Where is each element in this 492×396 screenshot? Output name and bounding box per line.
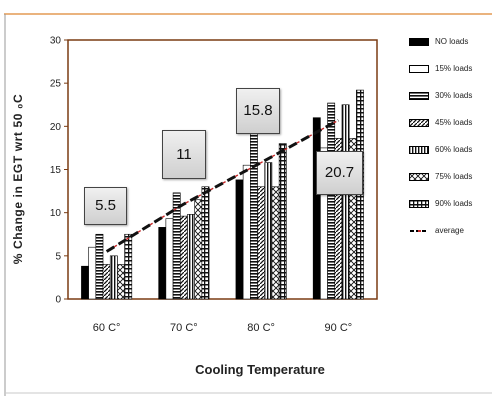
bar-90-loads-2: [278, 143, 287, 300]
y-tick-label: 15: [50, 165, 62, 176]
legend-swatch: [409, 92, 429, 100]
y-tick-label: 0: [55, 295, 61, 306]
avg-callout-80: 15.8: [236, 88, 280, 134]
legend-label: 15% loads: [435, 64, 473, 73]
bar-15-loads-1: [165, 218, 174, 300]
bar-60-loads-3: [341, 104, 350, 300]
y-tick-label: 25: [50, 79, 62, 90]
x-tick-label: 60 C°: [93, 322, 121, 334]
bar-45-loads-1: [179, 215, 188, 300]
bar-30-loads-1: [172, 192, 181, 300]
avg-callout-70: 11: [162, 130, 206, 179]
legend-swatch: [410, 230, 428, 232]
legend-swatch: [409, 38, 429, 46]
legend-item-75-loads: 75% loads: [409, 171, 489, 198]
axis-layer: 0 5 10 15 20 25 30 60 C° 70 C° 80 C° 90 C°: [50, 36, 352, 335]
legend-item-45-loads: 45% loads: [409, 117, 489, 144]
legend-item-90-loads: 90% loads: [409, 198, 489, 225]
bar-no-loads-2: [235, 179, 244, 300]
bar-no-loads-3: [312, 117, 321, 300]
bar-no-loads-1: [158, 227, 167, 300]
y-axis-title: % Change in EGT wrt 50 ₀C: [11, 93, 25, 265]
bar-30-loads-2: [250, 130, 258, 300]
legend-swatch: [409, 119, 429, 127]
x-tick-label: 80 C°: [247, 322, 275, 334]
legend: NO loads 15% loads 30% loads 45% loads 6…: [409, 36, 489, 252]
bar-no-loads-0: [81, 265, 89, 300]
y-tick-label: 10: [50, 208, 62, 219]
bar-45-loads-0: [102, 264, 111, 300]
legend-swatch: [409, 200, 429, 208]
x-axis-title: Cooling Temperature: [195, 362, 325, 377]
bar-60-loads-0: [109, 255, 118, 300]
bar-15-loads-2: [242, 164, 251, 300]
bar-75-loads-0: [117, 264, 125, 300]
legend-item-average: average: [409, 225, 489, 252]
legend-item-15-loads: 15% loads: [409, 63, 489, 90]
y-tick-label: 30: [50, 36, 62, 47]
legend-label: 60% loads: [435, 145, 473, 154]
bar-60-loads-2: [264, 162, 273, 300]
y-tick-label: 5: [55, 251, 61, 262]
legend-item-60-loads: 60% loads: [409, 144, 489, 171]
legend-label: average: [435, 226, 464, 235]
avg-callout-90: 20.7: [316, 151, 363, 195]
bar-90-loads-1: [201, 186, 210, 300]
bar-15-loads-0: [88, 246, 97, 300]
y-tick-label: 20: [50, 122, 62, 133]
x-tick-label: 90 C°: [325, 322, 353, 334]
legend-swatch: [409, 173, 429, 181]
x-tick-label: 70 C°: [170, 322, 198, 334]
avg-callout-60: 5.5: [84, 187, 127, 225]
legend-label: 90% loads: [435, 199, 473, 208]
bar-60-loads-1: [187, 214, 195, 300]
legend-item-no-loads: NO loads: [409, 36, 489, 63]
legend-label: 30% loads: [435, 91, 473, 100]
bar-90-loads-0: [124, 233, 133, 300]
bar-30-loads-3: [327, 102, 336, 300]
legend-label: 75% loads: [435, 172, 473, 181]
bar-45-loads-2: [257, 186, 266, 300]
average-layer: [105, 118, 340, 253]
bar-75-loads-1: [194, 199, 203, 300]
legend-swatch: [409, 65, 429, 73]
legend-label: 45% loads: [435, 118, 473, 127]
average-line: [105, 118, 340, 253]
legend-label: NO loads: [435, 37, 469, 46]
legend-swatch: [409, 146, 429, 154]
legend-item-30-loads: 30% loads: [409, 90, 489, 117]
bar-30-loads-0: [95, 233, 104, 300]
bar-75-loads-2: [271, 186, 280, 300]
